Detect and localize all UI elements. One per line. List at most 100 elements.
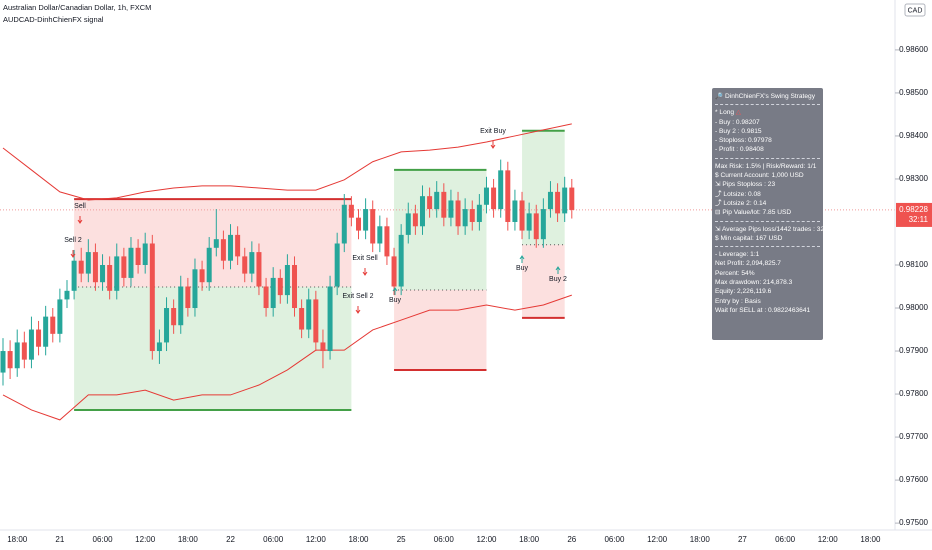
y-tick-label: 0.97600 bbox=[899, 475, 928, 484]
signal-label: Buy 2 bbox=[549, 276, 567, 283]
signal-label: Exit Sell 2 bbox=[342, 293, 373, 300]
signal-label: Sell bbox=[74, 203, 86, 210]
y-tick-label: 0.98300 bbox=[899, 174, 928, 183]
x-tick-label: 12:00 bbox=[306, 535, 327, 544]
candle-body bbox=[391, 256, 397, 287]
panel-line: - Buy : 0.98207 bbox=[715, 118, 760, 126]
panel-separator bbox=[715, 220, 820, 222]
candle-body bbox=[419, 196, 425, 227]
signal-label: Buy bbox=[389, 297, 402, 304]
x-tick-label: 18:00 bbox=[348, 535, 369, 544]
candle-body bbox=[228, 234, 234, 261]
candle-body bbox=[384, 226, 390, 257]
candle-body bbox=[128, 247, 134, 278]
panel-line: - Profit : 0.98408 bbox=[715, 146, 764, 154]
signal-arrow bbox=[70, 250, 76, 258]
signal-label: Exit Sell bbox=[352, 255, 378, 262]
panel-line: $ Current Account: 1,000 USD bbox=[715, 172, 804, 180]
x-tick-label: 06:00 bbox=[263, 535, 284, 544]
x-tick-label: 12:00 bbox=[647, 535, 668, 544]
price-axis-bg bbox=[895, 0, 932, 550]
band-line bbox=[2, 123, 572, 201]
x-tick-label: 18:00 bbox=[690, 535, 711, 544]
candle-body bbox=[178, 286, 184, 326]
candle-body bbox=[363, 209, 369, 231]
candle-body bbox=[533, 213, 539, 240]
y-tick-label: 0.97900 bbox=[899, 346, 928, 355]
candle-body bbox=[469, 209, 475, 222]
y-tick-label: 0.98100 bbox=[899, 260, 928, 269]
candle-body bbox=[412, 213, 418, 227]
candle-body bbox=[320, 342, 326, 352]
candle-body bbox=[555, 191, 561, 214]
currency-box[interactable] bbox=[904, 3, 926, 17]
candle-body bbox=[149, 243, 155, 352]
x-tick-label: 18:00 bbox=[519, 535, 540, 544]
candle-body bbox=[483, 187, 489, 205]
panel-line: ⤴ Lotsize 2: 0.14 bbox=[715, 199, 767, 207]
x-tick-label: 27 bbox=[738, 535, 747, 544]
y-tick-label: 0.98400 bbox=[899, 131, 928, 140]
panel-line: $ Min capital: 167 USD bbox=[715, 234, 783, 242]
candle-body bbox=[249, 252, 255, 274]
candle-body bbox=[299, 308, 305, 330]
candle-body bbox=[334, 243, 340, 287]
signal-arrow bbox=[392, 287, 398, 295]
candle-body bbox=[519, 200, 525, 231]
candle-body bbox=[491, 187, 497, 210]
candle-body bbox=[100, 265, 106, 283]
x-tick-label: 25 bbox=[397, 535, 406, 544]
y-tick-label: 0.97700 bbox=[899, 432, 928, 441]
candle-body bbox=[512, 200, 518, 222]
candle-body bbox=[306, 299, 312, 330]
candle-body bbox=[377, 226, 383, 244]
candle-body bbox=[36, 329, 42, 347]
candle-body bbox=[213, 239, 219, 248]
x-tick-label: 22 bbox=[226, 535, 235, 544]
zone-lower bbox=[522, 244, 565, 318]
candle-body bbox=[220, 239, 226, 261]
zone-upper bbox=[74, 199, 352, 287]
panel-line: Net Profit: 2,094,825.7 bbox=[715, 260, 781, 268]
candle-body bbox=[242, 256, 248, 274]
candle-body bbox=[448, 200, 454, 218]
candle-body bbox=[462, 209, 468, 227]
candle-body bbox=[540, 209, 546, 240]
y-tick-label: 0.97800 bbox=[899, 389, 928, 398]
candle-body bbox=[327, 286, 333, 352]
candle-body bbox=[348, 204, 354, 218]
zone-lower bbox=[394, 289, 487, 370]
candle-body bbox=[505, 170, 511, 222]
currency-label[interactable]: CAD bbox=[908, 7, 923, 14]
candle-body bbox=[434, 191, 440, 210]
candle-body bbox=[206, 247, 212, 283]
strategy-panel: 🔎 DinhChienFX's Swing Strategy * Long △ -… bbox=[712, 88, 825, 340]
panel-line: Entry by : Basis bbox=[715, 297, 761, 305]
candle-body bbox=[85, 252, 91, 274]
candle-body bbox=[313, 299, 319, 343]
candle-body bbox=[135, 247, 141, 265]
candle-body bbox=[142, 243, 148, 265]
panel-line: * Long △ bbox=[715, 109, 741, 117]
signal-label: Buy bbox=[516, 265, 529, 272]
panel-line: Percent: 54% bbox=[715, 269, 755, 277]
y-tick-label: 0.97500 bbox=[899, 518, 928, 527]
candle-body bbox=[0, 351, 6, 373]
candle-body bbox=[92, 252, 98, 283]
candle-body bbox=[107, 265, 113, 291]
panel-line: ⇲ Average Pips loss/1442 trades : 32 bbox=[715, 225, 825, 233]
candle-body bbox=[43, 316, 49, 347]
signal-arrow bbox=[555, 266, 561, 274]
candle-body bbox=[71, 260, 77, 291]
candle-body bbox=[235, 234, 241, 257]
x-tick-label: 06:00 bbox=[604, 535, 625, 544]
countdown-label: 32:11 bbox=[909, 215, 929, 224]
panel-line: - Buy 2 : 0.9815 bbox=[715, 127, 762, 135]
band-line bbox=[2, 294, 572, 421]
candle-body bbox=[7, 351, 13, 369]
candle-body bbox=[526, 213, 532, 231]
candle-body bbox=[78, 260, 84, 274]
chart-title: Australian Dollar/Canadian Dollar, 1h, F… bbox=[3, 3, 151, 12]
